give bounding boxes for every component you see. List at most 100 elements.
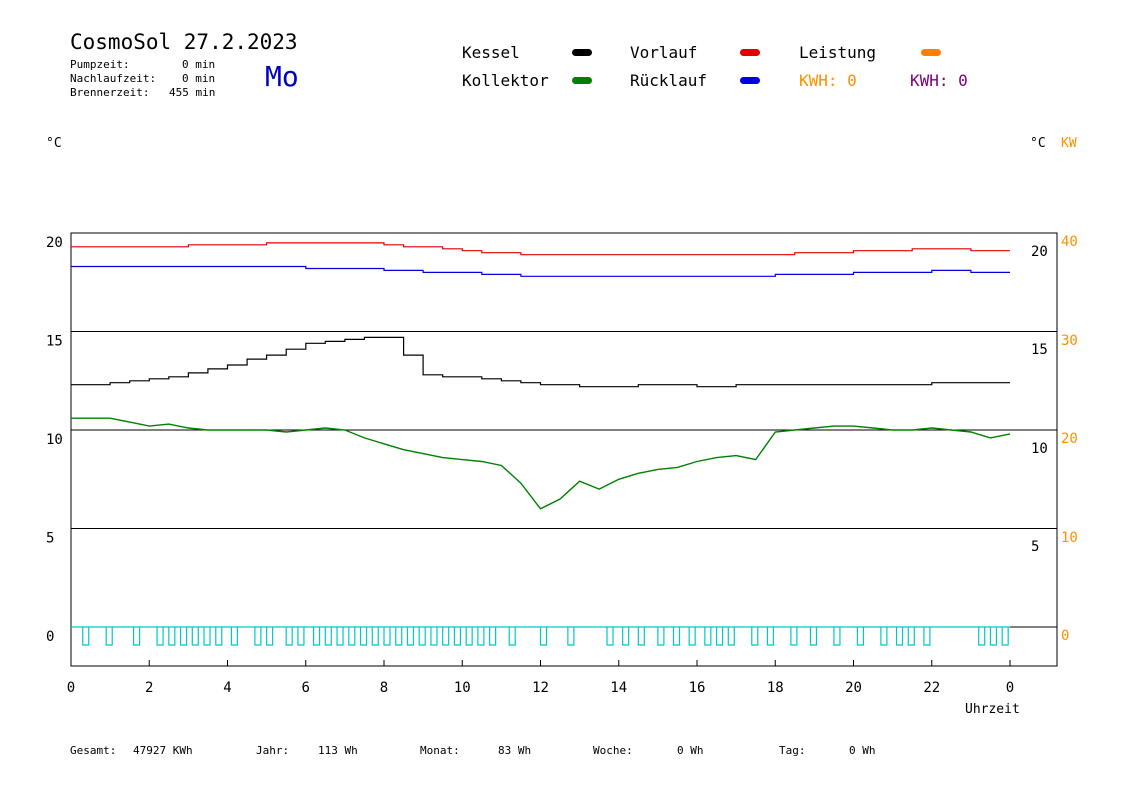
pump-pulse xyxy=(430,627,438,646)
pump-pulse xyxy=(442,627,450,646)
y-right-c-tick-label: 5 xyxy=(1031,539,1039,555)
ruecklauf-line xyxy=(71,265,1010,277)
y-right-c-tick-label: 15 xyxy=(1031,342,1048,358)
x-tick-label: 22 xyxy=(923,680,940,696)
pump-pulse xyxy=(191,627,199,646)
pump-pulse xyxy=(179,627,188,646)
footer-woche-value: 0 Wh xyxy=(677,744,704,757)
stat-brennerzeit-label: Brennerzeit: xyxy=(70,86,150,99)
footer-gesamt-label: Gesamt: xyxy=(70,744,117,757)
legend-kwh-orange: KWH: 0 xyxy=(799,71,857,90)
y-right-kw-tick-label: 20 xyxy=(1061,431,1078,447)
legend-kwh-purple: KWH: 0 xyxy=(910,71,968,90)
legend-vorlauf-label: Vorlauf xyxy=(630,43,698,62)
pump-pulse xyxy=(266,627,274,646)
x-tick-label: 10 xyxy=(454,680,471,696)
pump-pulse xyxy=(637,627,645,646)
pump-pulse xyxy=(230,627,239,646)
x-tick-label: 12 xyxy=(532,680,549,696)
pump-pulse xyxy=(324,627,332,646)
stat-nachlaufzeit-label: Nachlaufzeit: xyxy=(70,72,157,85)
pump-pulse xyxy=(895,627,904,646)
legend-kollektor-label: Kollektor xyxy=(462,71,549,90)
y-right-kw-tick-label: 40 xyxy=(1061,234,1078,250)
legend-ruecklauf-swatch xyxy=(740,77,760,84)
right-axis-unit-kw: KW xyxy=(1061,136,1077,151)
pump-pulse xyxy=(1001,627,1009,646)
x-tick-label: 8 xyxy=(380,680,388,696)
stat-pumpzeit-label: Pumpzeit: xyxy=(70,58,130,71)
footer-monat-value: 83 Wh xyxy=(498,744,532,757)
legend-vorlauf-swatch xyxy=(740,49,760,56)
x-tick-label: 4 xyxy=(223,680,231,696)
pump-pulse xyxy=(766,627,775,646)
pump-pulse xyxy=(880,627,888,646)
legend-ruecklauf-label: Rücklauf xyxy=(630,71,708,90)
stat-pumpzeit-value: 0 min xyxy=(182,58,216,71)
pump-pulse xyxy=(133,627,141,646)
y-left-tick-label: 10 xyxy=(46,432,63,448)
pump-pulse xyxy=(465,627,473,646)
x-tick-label: 14 xyxy=(610,680,627,696)
y-left-tick-label: 15 xyxy=(46,334,63,350)
pump-pulse xyxy=(606,627,614,646)
x-tick-label: 0 xyxy=(67,680,75,696)
legend-leistung-label: Leistung xyxy=(799,43,877,62)
pump-pulse xyxy=(704,627,712,646)
x-tick-label: 2 xyxy=(145,680,153,696)
legend-kessel-label: Kessel xyxy=(462,43,520,62)
pump-pulse xyxy=(254,627,262,646)
weekday-label: Mo xyxy=(265,60,299,93)
kollektor-line xyxy=(71,417,1011,510)
footer-gesamt-value: 47927 KWh xyxy=(133,744,193,757)
pump-pulse xyxy=(489,627,497,646)
pump-pulse xyxy=(715,627,724,646)
pump-pulse xyxy=(383,627,391,646)
pump-pulse xyxy=(348,627,356,646)
x-tick-label: 16 xyxy=(689,680,706,696)
y-left-tick-label: 0 xyxy=(46,629,54,645)
pump-pulse xyxy=(105,627,113,646)
pump-pulse xyxy=(477,627,485,646)
page-title: CosmoSol 27.2.2023 xyxy=(70,30,298,54)
kessel-line xyxy=(71,336,1010,388)
footer-tag-label: Tag: xyxy=(779,744,806,757)
footer-monat-label: Monat: xyxy=(420,744,460,757)
pump-pulse xyxy=(312,627,321,646)
x-tick-label: 6 xyxy=(302,680,310,696)
pump-pulse xyxy=(672,627,681,646)
stat-brennerzeit-value: 455 min xyxy=(169,86,216,99)
x-tick-label: 18 xyxy=(767,680,784,696)
pump-pulse xyxy=(215,627,223,646)
footer-jahr-label: Jahr: xyxy=(256,744,290,757)
plot-frame xyxy=(70,232,1058,667)
pump-pulse xyxy=(622,627,630,646)
pump-pulse xyxy=(336,627,344,646)
pump-pulse xyxy=(567,627,575,646)
y-right-kw-tick-label: 10 xyxy=(1061,530,1078,546)
pump-pulse xyxy=(833,627,841,646)
x-tick-label: 0 xyxy=(1006,680,1014,696)
pump-pulse xyxy=(657,627,665,646)
footer-woche-label: Woche: xyxy=(593,744,633,757)
right-axis-unit-c: °C xyxy=(1030,136,1046,151)
footer-tag-value: 0 Wh xyxy=(849,744,876,757)
y-left-tick-label: 5 xyxy=(46,531,54,547)
legend-kessel-swatch xyxy=(572,49,592,56)
pump-pulse xyxy=(82,627,90,646)
y-right-kw-tick-label: 30 xyxy=(1061,333,1078,349)
vorlauf-line xyxy=(71,242,1010,256)
pump-pulse xyxy=(727,627,735,646)
pump-pulse xyxy=(508,627,516,646)
y-left-tick-label: 20 xyxy=(46,235,63,251)
pump-pulse xyxy=(156,627,164,646)
x-tick-label: 20 xyxy=(845,680,862,696)
pump-pulse xyxy=(395,627,403,646)
left-axis-unit: °C xyxy=(46,136,62,151)
pump-pulse xyxy=(751,627,759,646)
pump-pulse xyxy=(809,627,818,646)
pump-pulse xyxy=(688,627,696,646)
pump-pulse xyxy=(359,627,368,646)
y-right-c-tick-label: 10 xyxy=(1031,441,1048,457)
